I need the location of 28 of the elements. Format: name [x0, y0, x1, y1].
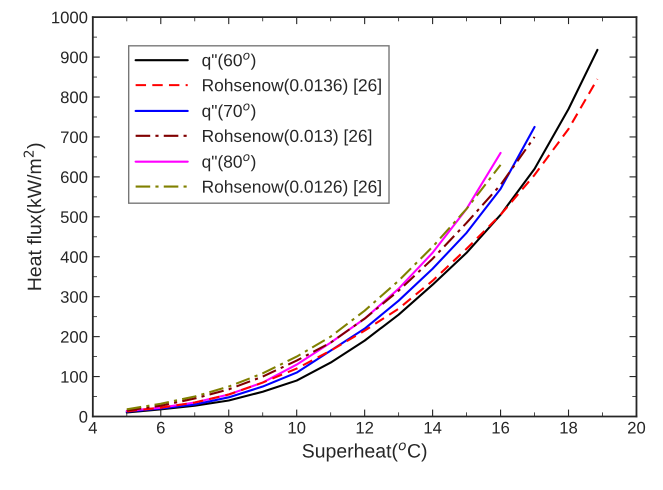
x-tick-label: 8: [224, 422, 233, 434]
y-tick-label: 900: [60, 51, 88, 64]
y-tick-label: 300: [60, 291, 88, 303]
y-tick-label: 200: [60, 331, 88, 343]
x-tick-label: 14: [424, 422, 442, 434]
y-axis-title: Heat flux(kW/m$^{2}$): [24, 144, 46, 290]
x-tick-label: 4: [88, 422, 97, 434]
x-axis-title: Superheat($^{o}$C): [302, 442, 426, 462]
y-tick-label: 500: [60, 211, 88, 224]
legend-label: Rohsenow(0.013) [26]: [203, 129, 372, 146]
x-tick-label: 18: [560, 422, 578, 434]
y-tick-label: 700: [61, 131, 88, 144]
y-tick-label: 400: [60, 251, 88, 263]
y-tick-label: 800: [60, 91, 88, 104]
x-tick-label: 6: [156, 422, 165, 434]
legend-label: q"(60$^{o}$): [202, 52, 256, 70]
legend-label: Rohsenow(0.0136) [26]: [203, 78, 381, 95]
x-tick-label: 12: [356, 422, 374, 434]
x-tick-label: 10: [288, 422, 306, 434]
y-tick-label: 1000: [52, 12, 88, 24]
legend-label: q"(80$^{o}$): [202, 154, 256, 172]
y-tick-label: 100: [61, 370, 88, 383]
x-tick-label: 16: [492, 422, 510, 434]
legend-label: Rohsenow(0.0126) [26]: [203, 180, 381, 196]
x-tick-label: 20: [628, 422, 646, 434]
y-tick-label: 600: [61, 171, 88, 184]
y-tick-label: 0: [79, 410, 88, 423]
legend-label: q"(70$^{o}$): [202, 103, 256, 121]
